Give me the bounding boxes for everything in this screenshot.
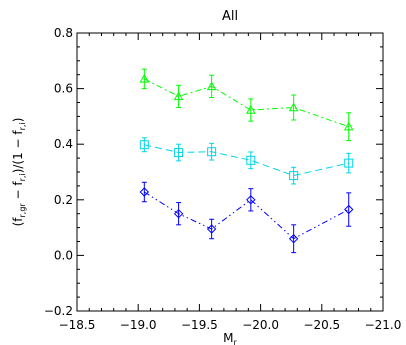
x-tick-label: −19.0 bbox=[120, 318, 157, 332]
y-label-subscript: r,i bbox=[18, 122, 27, 130]
series-line bbox=[144, 144, 349, 177]
series-square bbox=[139, 137, 354, 185]
data-point-triangle bbox=[139, 73, 150, 83]
data-point-triangle bbox=[206, 81, 217, 91]
chart-title: All bbox=[222, 9, 238, 24]
y-axis-label-group: (fr,gr − fr,i)/(1 − fr,i) bbox=[11, 118, 27, 227]
data-point-diamond bbox=[288, 234, 299, 244]
data-point-square bbox=[207, 147, 217, 157]
y-axis: −0.2 0.0 0.2 0.4 0.6 0.8 bbox=[44, 26, 383, 318]
x-tick-label: −20.0 bbox=[242, 318, 279, 332]
data-point-square bbox=[289, 171, 299, 181]
x-axis-label-subscript: r bbox=[234, 338, 238, 345]
data-point-diamond bbox=[173, 208, 184, 219]
data-point-diamond bbox=[206, 224, 217, 234]
y-tick-label: 0.6 bbox=[54, 82, 73, 96]
series-layer bbox=[139, 68, 354, 254]
y-label-part: )/(1 − f bbox=[11, 130, 25, 174]
data-point-diamond bbox=[246, 195, 256, 205]
x-tick-label: −21.0 bbox=[365, 318, 402, 332]
x-axis: −18.5 −19.0 −19.5 −20.0 −20.5 −21.0 bbox=[59, 33, 402, 332]
x-axis-label: Mr bbox=[223, 331, 237, 345]
x-tick-label: −18.5 bbox=[59, 318, 96, 332]
series-diamond bbox=[139, 181, 354, 254]
y-label-part: ) bbox=[11, 118, 25, 123]
data-point-square bbox=[344, 158, 354, 168]
y-label-subscript: r,i bbox=[18, 173, 27, 181]
data-point-triangle bbox=[288, 102, 299, 112]
data-point-square bbox=[246, 155, 256, 165]
y-axis-label: (fr,gr − fr,i)/(1 − fr,i) bbox=[11, 118, 27, 227]
data-point-triangle bbox=[245, 104, 256, 114]
y-label-part: (f bbox=[11, 217, 25, 227]
series-line bbox=[144, 191, 349, 240]
y-label-part: − f bbox=[11, 181, 25, 204]
y-label-subscript: r,gr bbox=[18, 203, 27, 218]
plot-frame bbox=[76, 32, 384, 312]
data-point-diamond bbox=[139, 187, 150, 197]
x-tick-label: −20.5 bbox=[303, 318, 340, 332]
data-point-triangle bbox=[343, 121, 354, 131]
y-tick-label: 0.2 bbox=[54, 193, 73, 207]
data-point-square bbox=[139, 140, 149, 150]
data-point-triangle bbox=[173, 91, 184, 101]
data-point-square bbox=[174, 148, 184, 158]
y-tick-label: −0.2 bbox=[44, 304, 73, 318]
y-tick-label: 0.8 bbox=[54, 26, 73, 40]
x-tick-label: −19.5 bbox=[181, 318, 218, 332]
y-tick-label: 0.4 bbox=[54, 137, 73, 151]
y-tick-label: 0.0 bbox=[54, 248, 73, 262]
series-line bbox=[144, 78, 349, 128]
data-point-diamond bbox=[344, 204, 354, 215]
series-triangle bbox=[139, 68, 354, 142]
